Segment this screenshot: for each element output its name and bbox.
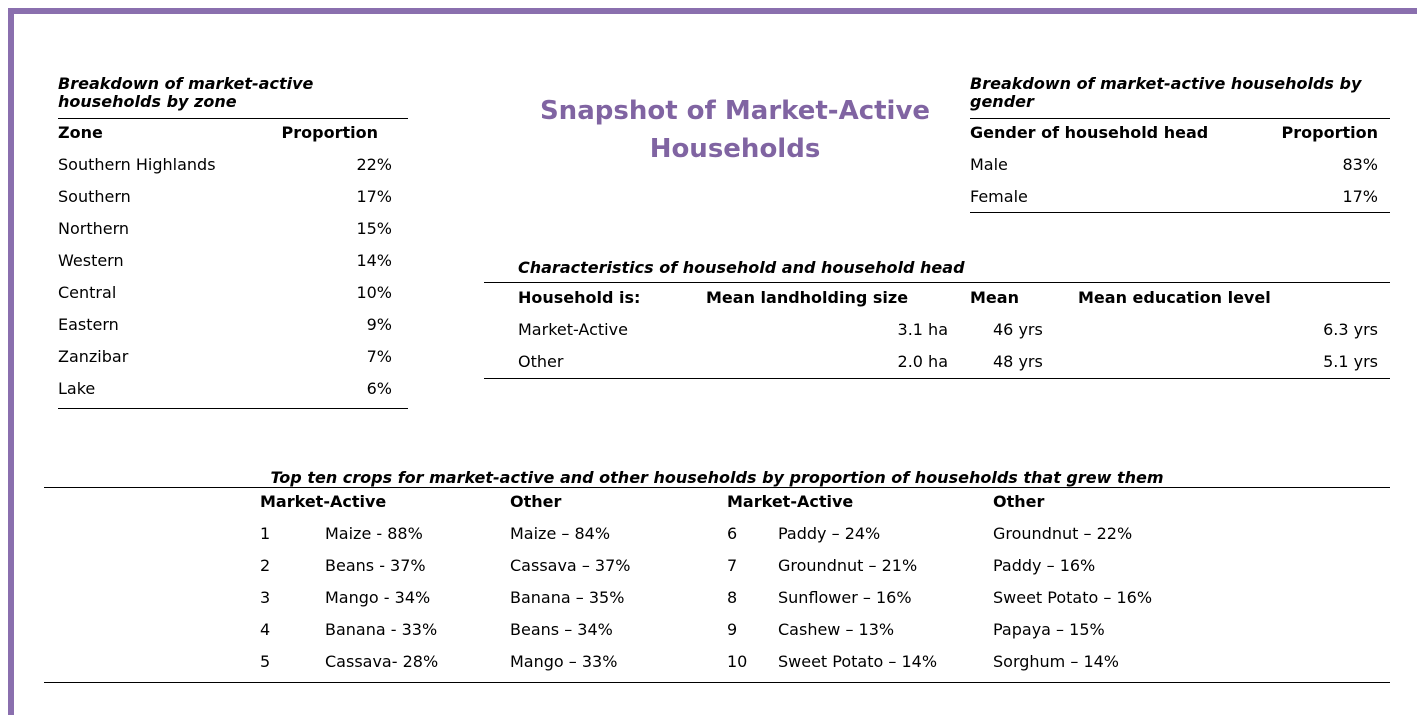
table-cell: 5 (260, 652, 271, 671)
table-cell: Central (58, 283, 117, 302)
rule (484, 282, 1390, 283)
table-cell: Zanzibar (58, 347, 129, 366)
table-cell: 8 (727, 588, 738, 607)
table-cell: 48 yrs (993, 352, 1043, 371)
table-cell: Paddy – 16% (993, 556, 1096, 575)
rule (44, 487, 1390, 488)
table-cell: 7% (366, 347, 392, 366)
table-cell: 3 (260, 588, 271, 607)
table-cell: Other (518, 352, 564, 371)
table-header: Zone (58, 123, 103, 142)
table-header: Mean education level (1078, 288, 1271, 307)
table-cell: 2 (260, 556, 271, 575)
table-cell: 83% (1342, 155, 1378, 174)
page-title: Snapshot of Market-Active Households (539, 96, 931, 164)
gender-caption: Breakdown of market-active households by… (970, 74, 1362, 111)
rule (970, 118, 1390, 119)
table-cell: 10% (356, 283, 392, 302)
table-header: Market-Active (727, 492, 854, 511)
table-cell: Lake (58, 379, 96, 398)
table-header: Mean (970, 288, 1019, 307)
table-header: Household is: (518, 288, 641, 307)
table-cell: 2.0 ha (897, 352, 948, 371)
table-cell: Eastern (58, 315, 119, 334)
table-cell: Cassava- 28% (325, 652, 439, 671)
table-cell: Northern (58, 219, 130, 238)
frame-top (8, 8, 1417, 14)
table-cell: Paddy – 24% (778, 524, 881, 543)
table-cell: Mango - 34% (325, 588, 431, 607)
table-cell: Sorghum – 14% (993, 652, 1119, 671)
table-cell: 22% (356, 155, 392, 174)
table-header: Other (993, 492, 1045, 511)
table-cell: 7 (727, 556, 738, 575)
table-cell: 9 (727, 620, 738, 639)
table-cell: Groundnut – 21% (778, 556, 918, 575)
rule (44, 682, 1390, 683)
table-header: Market-Active (260, 492, 387, 511)
table-cell: Western (58, 251, 124, 270)
table-cell: Papaya – 15% (993, 620, 1105, 639)
table-header: Other (510, 492, 562, 511)
table-cell: Cashew – 13% (778, 620, 895, 639)
table-cell: 6% (366, 379, 392, 398)
table-cell: 14% (356, 251, 392, 270)
rule (970, 212, 1390, 213)
characteristics-caption: Characteristics of household and househo… (518, 258, 965, 277)
table-cell: Groundnut – 22% (993, 524, 1133, 543)
zone-caption: Breakdown of market-active households by… (58, 74, 314, 111)
table-header: Proportion (281, 123, 378, 142)
table-cell: 10 (727, 652, 748, 671)
table-header: Mean landholding size (706, 288, 909, 307)
table-cell: Banana - 33% (325, 620, 438, 639)
table-cell: Southern Highlands (58, 155, 216, 174)
table-cell: 6 (727, 524, 738, 543)
table-header: Gender of household head (970, 123, 1209, 142)
table-cell: 4 (260, 620, 271, 639)
table-cell: Maize - 88% (325, 524, 423, 543)
table-cell: Sweet Potato – 16% (993, 588, 1153, 607)
table-cell: Cassava – 37% (510, 556, 631, 575)
table-cell: Maize – 84% (510, 524, 611, 543)
table-cell: Female (970, 187, 1028, 206)
table-cell: Male (970, 155, 1008, 174)
rule (58, 118, 408, 119)
table-cell: 9% (366, 315, 392, 334)
frame-left (8, 8, 14, 715)
table-cell: Sweet Potato – 14% (778, 652, 938, 671)
table-cell: Market-Active (518, 320, 628, 339)
table-cell: 5.1 yrs (1323, 352, 1378, 371)
rule (484, 378, 1390, 379)
table-cell: Mango – 33% (510, 652, 618, 671)
table-header: Proportion (1281, 123, 1378, 142)
table-cell: Beans – 34% (510, 620, 613, 639)
table-cell: Sunflower – 16% (778, 588, 912, 607)
table-cell: Banana – 35% (510, 588, 625, 607)
table-cell: 17% (356, 187, 392, 206)
table-cell: 3.1 ha (897, 320, 948, 339)
table-cell: 1 (260, 524, 271, 543)
table-cell: Southern (58, 187, 131, 206)
table-cell: 6.3 yrs (1323, 320, 1378, 339)
table-cell: 15% (356, 219, 392, 238)
rule (58, 408, 408, 409)
table-cell: Beans - 37% (325, 556, 426, 575)
table-cell: 46 yrs (993, 320, 1043, 339)
crops-caption: Top ten crops for market-active and othe… (270, 468, 1164, 487)
table-cell: 17% (1342, 187, 1378, 206)
